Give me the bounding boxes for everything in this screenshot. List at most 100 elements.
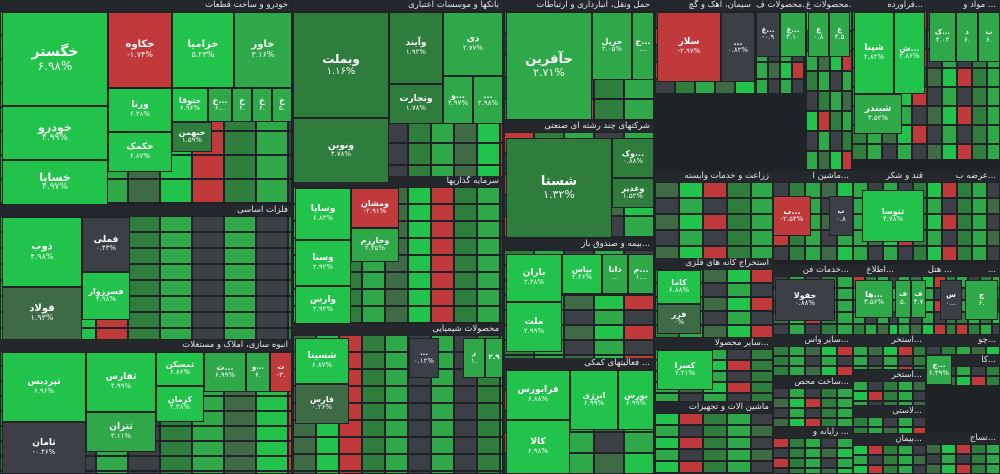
minor-stock-tile[interactable] xyxy=(987,68,1000,87)
minor-stock-tile[interactable] xyxy=(679,437,703,449)
minor-stock-tile[interactable] xyxy=(655,425,679,437)
minor-stock-tile[interactable] xyxy=(942,87,957,106)
minor-stock-tile[interactable] xyxy=(624,237,654,238)
minor-stock-tile[interactable] xyxy=(867,144,882,160)
minor-stock-tile[interactable] xyxy=(431,289,454,306)
stock-tile[interactable]: فرابورس ۶.۸۸% xyxy=(506,370,570,420)
minor-stock-tile[interactable] xyxy=(160,426,192,441)
minor-stock-tile[interactable] xyxy=(768,79,780,94)
minor-stock-tile[interactable] xyxy=(477,403,500,420)
minor-stock-tile[interactable] xyxy=(926,464,941,474)
minor-stock-tile[interactable] xyxy=(898,356,913,366)
minor-stock-tile[interactable] xyxy=(837,312,853,324)
minor-stock-tile[interactable] xyxy=(913,366,926,370)
stock-tile[interactable]: کرمان ۴.۳۸% xyxy=(156,386,204,422)
minor-stock-tile[interactable] xyxy=(957,214,972,230)
minor-stock-tile[interactable] xyxy=(956,346,971,355)
stock-tile[interactable]: ثتران ۳.۱۱% xyxy=(86,412,156,452)
minor-stock-tile[interactable] xyxy=(821,458,837,468)
sector-otherinv[interactable]: سایر واس... xyxy=(773,335,853,377)
minor-stock-tile[interactable] xyxy=(751,349,773,360)
stock-tile[interactable]: فزر ۰% xyxy=(657,304,701,334)
minor-stock-tile[interactable] xyxy=(987,106,1000,125)
minor-stock-tile[interactable] xyxy=(224,426,256,441)
minor-stock-tile[interactable] xyxy=(853,356,868,366)
minor-stock-tile[interactable] xyxy=(821,468,837,474)
stock-tile[interactable]: خبهمن ۱.۵۹% xyxy=(172,122,212,152)
minor-stock-tile[interactable] xyxy=(913,401,926,406)
minor-stock-tile[interactable] xyxy=(408,221,431,238)
minor-stock-tile[interactable] xyxy=(806,71,818,91)
stock-tile[interactable]: ثفارس ۴.۹۹% xyxy=(86,352,156,412)
minor-stock-tile[interactable] xyxy=(837,288,853,300)
minor-stock-tile[interactable] xyxy=(224,264,256,280)
stock-tile[interactable]: ح...... xyxy=(632,12,654,80)
minor-stock-tile[interactable] xyxy=(624,432,654,453)
minor-stock-tile[interactable] xyxy=(500,306,503,323)
minor-stock-tile[interactable] xyxy=(703,311,727,325)
stock-tile[interactable]: باران ۲.۳۸% xyxy=(506,254,562,302)
minor-stock-tile[interactable] xyxy=(339,437,362,454)
minor-stock-tile[interactable] xyxy=(987,230,1000,246)
minor-stock-tile[interactable] xyxy=(192,248,224,264)
sector-flight[interactable]: بیمان... xyxy=(853,434,926,474)
minor-stock-tile[interactable] xyxy=(926,386,941,387)
minor-stock-tile[interactable] xyxy=(806,131,818,151)
minor-stock-tile[interactable] xyxy=(362,454,385,471)
stock-tile[interactable]: ومشان -۲.۹۱% xyxy=(351,188,399,228)
minor-stock-tile[interactable] xyxy=(818,151,830,170)
minor-stock-tile[interactable] xyxy=(927,125,942,144)
minor-stock-tile[interactable] xyxy=(789,468,805,474)
stock-tile[interactable]: وک... ۰.۸۸% xyxy=(612,138,654,178)
minor-stock-tile[interactable] xyxy=(877,324,889,335)
minor-stock-tile[interactable] xyxy=(768,62,780,79)
minor-stock-tile[interactable] xyxy=(362,272,385,289)
minor-stock-tile[interactable] xyxy=(408,386,431,403)
minor-stock-tile[interactable] xyxy=(477,323,500,324)
minor-stock-tile[interactable] xyxy=(805,246,821,261)
minor-stock-tile[interactable] xyxy=(898,401,913,406)
minor-stock-tile[interactable] xyxy=(883,346,898,356)
stock-tile[interactable]: م... ۱... xyxy=(628,254,654,294)
minor-stock-tile[interactable] xyxy=(362,306,385,323)
minor-stock-tile[interactable] xyxy=(773,346,789,356)
minor-stock-tile[interactable] xyxy=(256,456,288,471)
minor-stock-tile[interactable] xyxy=(818,91,830,111)
minor-stock-tile[interactable] xyxy=(500,255,503,272)
stock-tile[interactable]: خگستر ۶.۹۸% xyxy=(2,12,108,106)
minor-stock-tile[interactable] xyxy=(500,187,503,204)
minor-stock-tile[interactable] xyxy=(821,438,837,448)
minor-stock-tile[interactable] xyxy=(821,376,837,377)
minor-stock-tile[interactable] xyxy=(868,366,883,370)
minor-stock-tile[interactable] xyxy=(385,289,408,306)
minor-stock-tile[interactable] xyxy=(913,391,926,401)
minor-stock-tile[interactable] xyxy=(408,323,431,324)
minor-stock-tile[interactable] xyxy=(898,346,913,356)
stock-tile[interactable]: کسرا ۷.۲۱% xyxy=(657,350,713,390)
minor-stock-tile[interactable] xyxy=(256,248,288,264)
minor-stock-tile[interactable] xyxy=(805,346,821,356)
minor-stock-tile[interactable] xyxy=(971,386,986,387)
minor-stock-tile[interactable] xyxy=(431,238,454,255)
minor-stock-tile[interactable] xyxy=(362,369,385,386)
minor-stock-tile[interactable] xyxy=(224,179,256,203)
minor-stock-tile[interactable] xyxy=(477,204,500,221)
minor-stock-tile[interactable] xyxy=(883,246,898,261)
minor-stock-tile[interactable] xyxy=(288,328,292,340)
minor-stock-tile[interactable] xyxy=(477,306,500,323)
minor-stock-tile[interactable] xyxy=(192,328,224,340)
minor-stock-tile[interactable] xyxy=(751,325,773,338)
minor-stock-tile[interactable] xyxy=(837,418,853,427)
minor-stock-tile[interactable] xyxy=(853,391,868,401)
minor-stock-tile[interactable] xyxy=(192,155,224,179)
minor-stock-tile[interactable] xyxy=(804,62,806,79)
sector-extract2[interactable]: استخر... xyxy=(853,370,926,406)
minor-stock-tile[interactable] xyxy=(837,468,853,474)
minor-stock-tile[interactable] xyxy=(883,381,898,391)
minor-stock-tile[interactable] xyxy=(751,198,773,214)
minor-stock-tile[interactable] xyxy=(927,198,942,214)
minor-stock-tile[interactable] xyxy=(956,324,968,335)
minor-stock-tile[interactable] xyxy=(454,221,477,238)
stock-tile[interactable]: وتجارت ۱.۷۸% xyxy=(389,84,443,124)
minor-stock-tile[interactable] xyxy=(224,456,256,471)
